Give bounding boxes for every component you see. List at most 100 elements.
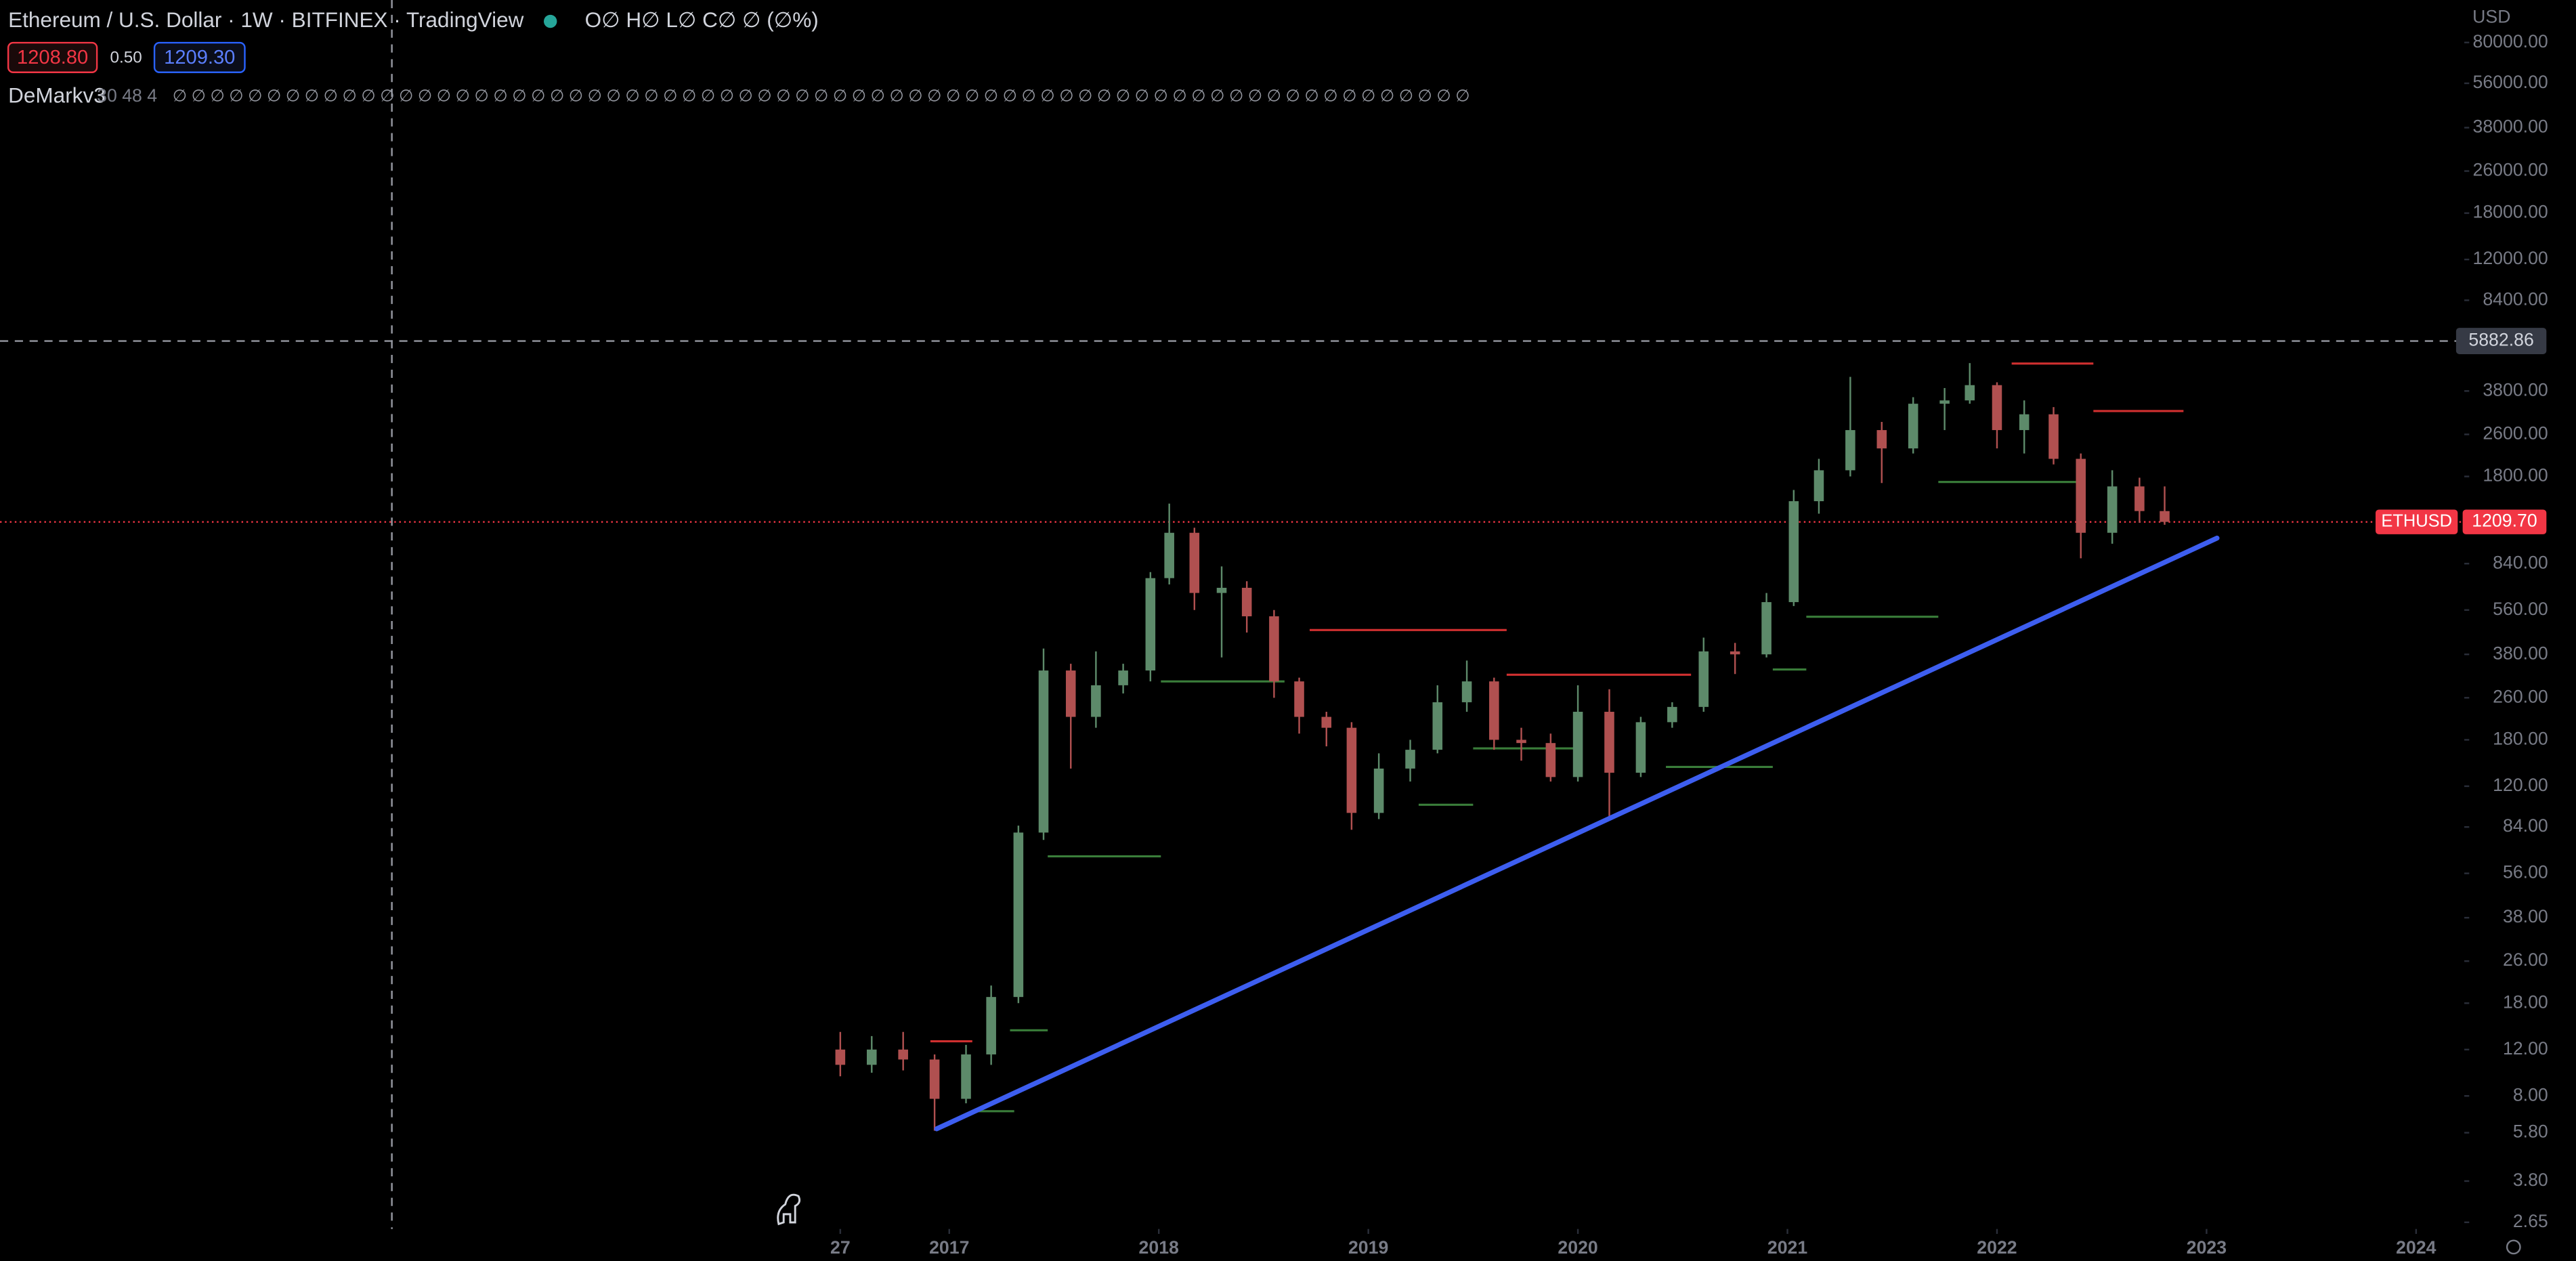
candle-body <box>961 1054 971 1099</box>
candle-body <box>1164 532 1174 578</box>
last-price-label: 1209.70 <box>2472 511 2537 531</box>
candle-body <box>1635 722 1646 773</box>
spread: 0.50 <box>110 49 142 67</box>
candle-body <box>1373 768 1384 813</box>
candle-body <box>1845 430 1855 471</box>
candle-body <box>1038 670 1049 833</box>
candle-body <box>1065 670 1076 717</box>
candle-body <box>1432 702 1443 750</box>
candle-body <box>1698 651 1709 707</box>
candle-body <box>1405 750 1415 769</box>
indicator-values: ∅ ∅ ∅ ∅ ∅ ∅ ∅ ∅ ∅ ∅ ∅ ∅ ∅ ∅ ∅ ∅ ∅ ∅ ∅ ∅ … <box>173 87 1470 106</box>
x-tick-label: 2019 <box>1348 1237 1388 1258</box>
symbol-tag-box <box>2376 509 2458 534</box>
candle-body <box>1294 681 1304 717</box>
candle-body <box>1813 470 1824 502</box>
y-tick-label: 8.00 <box>2513 1084 2548 1105</box>
y-tick-label: 840.00 <box>2493 552 2548 572</box>
x-tick-label: 2018 <box>1139 1237 1180 1258</box>
candle-body <box>1516 740 1526 744</box>
indicator-params: 30 48 4 <box>97 85 157 106</box>
sell-box[interactable] <box>7 41 98 73</box>
candle-body <box>1761 602 1772 655</box>
y-tick-label: 56000.00 <box>2473 72 2548 92</box>
trend-line <box>934 535 2220 1132</box>
candle-body <box>1189 532 1200 593</box>
candle-body <box>1489 681 1499 740</box>
candle-body <box>1572 712 1583 777</box>
x-tick-label: 2023 <box>2187 1237 2227 1258</box>
candle-body <box>1321 717 1332 728</box>
crosshair-price-box <box>2455 328 2547 354</box>
x-tick-label: 2017 <box>929 1237 969 1258</box>
candle-body <box>1667 706 1677 723</box>
candle-body <box>2134 486 2145 511</box>
candle-body <box>1604 712 1614 773</box>
candle-body <box>866 1049 877 1065</box>
candle-body <box>1545 743 1556 777</box>
y-tick-label: 56.00 <box>2503 862 2548 882</box>
symbol-tag: ETHUSD <box>2381 511 2452 530</box>
ohlc-readout: O∅ H∅ L∅ C∅ ∅ (∅%) <box>585 7 819 32</box>
y-tick-label: 1800.00 <box>2483 465 2548 486</box>
candle-body <box>1241 587 1252 617</box>
y-tick-label: 18.00 <box>2503 991 2548 1012</box>
candle-body <box>1346 727 1357 813</box>
candle-body <box>986 997 996 1054</box>
candle-body <box>2107 486 2118 533</box>
y-tick-label: 26000.00 <box>2473 160 2548 180</box>
buy-price[interactable]: 1209.30 <box>164 47 235 68</box>
y-tick-label: 3.80 <box>2513 1170 2548 1190</box>
candle-body <box>2160 511 2170 522</box>
y-tick-label: 380.00 <box>2493 643 2548 663</box>
candle-body <box>1788 501 1799 603</box>
settings-icon[interactable] <box>2506 1239 2521 1255</box>
y-tick-label: 560.00 <box>2493 599 2548 619</box>
y-tick-label: 2.65 <box>2513 1211 2548 1231</box>
y-tick-label: 12.00 <box>2503 1038 2548 1059</box>
last-price-box <box>2462 509 2547 534</box>
candle-body <box>929 1059 940 1099</box>
tradingview-logo[interactable] <box>777 1193 801 1226</box>
sell-price[interactable]: 1208.80 <box>17 47 88 68</box>
x-tick-label: 2020 <box>1558 1237 1597 1258</box>
y-tick-label: 80000.00 <box>2473 31 2548 51</box>
candle-body <box>1013 832 1024 998</box>
indicator-name: DeMarkv3 <box>8 83 106 107</box>
plot-area <box>0 0 2465 1229</box>
candle-body <box>1118 670 1128 685</box>
candle-body <box>1730 651 1740 655</box>
candle-body <box>1992 385 2002 431</box>
y-tick-label: 2600.00 <box>2483 423 2548 443</box>
y-tick-label: 18000.00 <box>2473 202 2548 222</box>
x-tick-label: 2024 <box>2396 1237 2437 1258</box>
candle-body <box>835 1049 846 1065</box>
candle-body <box>1939 400 1950 404</box>
y-tick-label: 3800.00 <box>2483 379 2548 400</box>
y-tick-label: 84.00 <box>2503 815 2548 836</box>
x-tick-label: 2022 <box>1977 1237 2017 1258</box>
status-dot <box>544 14 557 28</box>
candle-body <box>1091 685 1101 717</box>
candle-body <box>1145 578 1156 671</box>
buy-box[interactable] <box>153 41 246 73</box>
symbol-title: Ethereum / U.S. Dollar · 1W · BITFINEX ·… <box>8 7 523 32</box>
y-tick-label: 38000.00 <box>2473 116 2548 137</box>
y-tick-label: 260.00 <box>2493 686 2548 706</box>
candle-body <box>898 1049 908 1060</box>
candle-body <box>1269 616 1279 682</box>
crosshair-price-label: 5882.86 <box>2468 330 2533 350</box>
currency-label: USD <box>2472 7 2510 27</box>
candle-body <box>2019 414 2030 431</box>
candle-body <box>1908 404 1918 449</box>
candle-body <box>1965 385 1975 401</box>
y-tick-label: 12000.00 <box>2473 248 2548 268</box>
x-tick-label: 2021 <box>1767 1237 1808 1258</box>
candle-body <box>2048 414 2059 459</box>
y-tick-label: 180.00 <box>2493 728 2548 748</box>
candle-body <box>1461 681 1472 702</box>
y-tick-label: 26.00 <box>2503 949 2548 970</box>
